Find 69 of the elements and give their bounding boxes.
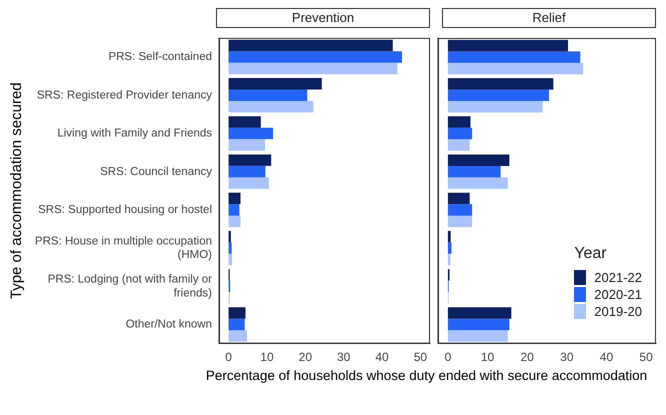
y-tick-label: PRS: Lodging (not with family or friends) bbox=[48, 274, 212, 300]
bar bbox=[228, 89, 308, 101]
bar bbox=[448, 177, 508, 189]
x-tick-label: 0 bbox=[444, 350, 452, 364]
y-tick-label: PRS: Self-contained bbox=[108, 51, 212, 64]
bar bbox=[228, 330, 248, 342]
bar bbox=[228, 78, 322, 90]
x-tick-label: 20 bbox=[298, 350, 312, 364]
bar bbox=[228, 254, 232, 266]
bar bbox=[228, 139, 266, 151]
bar bbox=[448, 139, 470, 151]
bar bbox=[448, 192, 470, 204]
y-tick-label: SRS: Council tenancy bbox=[100, 166, 212, 178]
legend-title: Year bbox=[574, 245, 608, 263]
bar bbox=[228, 62, 398, 74]
legend-label: 2019-20 bbox=[594, 304, 642, 319]
bar bbox=[228, 177, 269, 189]
bar bbox=[448, 230, 451, 242]
bar bbox=[448, 330, 508, 342]
x-axis-title: Percentage of households whose duty ended with secure accommodation bbox=[204, 368, 648, 383]
bar bbox=[228, 100, 314, 112]
bar bbox=[228, 116, 261, 128]
bar bbox=[228, 192, 240, 204]
y-tick-label: Living with Family and Friends bbox=[57, 128, 212, 140]
bar bbox=[448, 116, 470, 128]
bar bbox=[448, 78, 554, 90]
x-tick-label: 40 bbox=[600, 350, 614, 364]
bar bbox=[448, 62, 584, 74]
x-tick-label: 10 bbox=[480, 350, 495, 364]
legend-label: 2020-21 bbox=[594, 287, 642, 302]
y-tick-label: Other/Not known bbox=[126, 318, 212, 331]
bar bbox=[448, 166, 501, 178]
bar bbox=[228, 51, 402, 63]
bar bbox=[228, 242, 232, 254]
bar bbox=[448, 101, 543, 112]
legend-label: 2021-22 bbox=[594, 270, 642, 285]
x-tick-label: 0 bbox=[225, 350, 232, 364]
y-tick-label: SRS: Registered Provider tenancy bbox=[36, 89, 212, 102]
y-tick-label: SRS: Supported housing or hostel bbox=[38, 204, 212, 216]
bar bbox=[448, 40, 568, 52]
x-tick-label: 40 bbox=[375, 350, 390, 364]
bar bbox=[448, 242, 452, 254]
y-axis-title: Type of accommodation secured bbox=[8, 82, 26, 300]
bar bbox=[448, 307, 512, 319]
bar bbox=[228, 318, 245, 330]
x-tick-label: 10 bbox=[260, 350, 274, 364]
x-tick-label: 30 bbox=[560, 350, 574, 364]
x-tick-label: 50 bbox=[414, 350, 428, 364]
bar bbox=[448, 128, 472, 140]
chart-title: Relief bbox=[442, 8, 656, 28]
bar bbox=[448, 51, 580, 63]
bar bbox=[448, 204, 472, 216]
bar bbox=[228, 154, 272, 166]
y-tick-label: PRS: House in multiple occupation (HMO) bbox=[34, 235, 212, 262]
bar bbox=[228, 40, 393, 52]
bar bbox=[228, 166, 266, 178]
bar bbox=[228, 204, 240, 216]
bar bbox=[228, 128, 274, 140]
x-tick-label: 50 bbox=[639, 350, 654, 364]
x-tick-label: 20 bbox=[520, 350, 534, 364]
bar bbox=[448, 254, 450, 266]
bar bbox=[448, 216, 472, 228]
bar bbox=[448, 154, 510, 166]
bar bbox=[228, 216, 240, 228]
bar bbox=[228, 307, 246, 319]
bar bbox=[448, 90, 549, 102]
x-tick-label: 30 bbox=[337, 350, 351, 364]
bar bbox=[448, 318, 510, 330]
chart-title: Prevention bbox=[216, 8, 430, 28]
